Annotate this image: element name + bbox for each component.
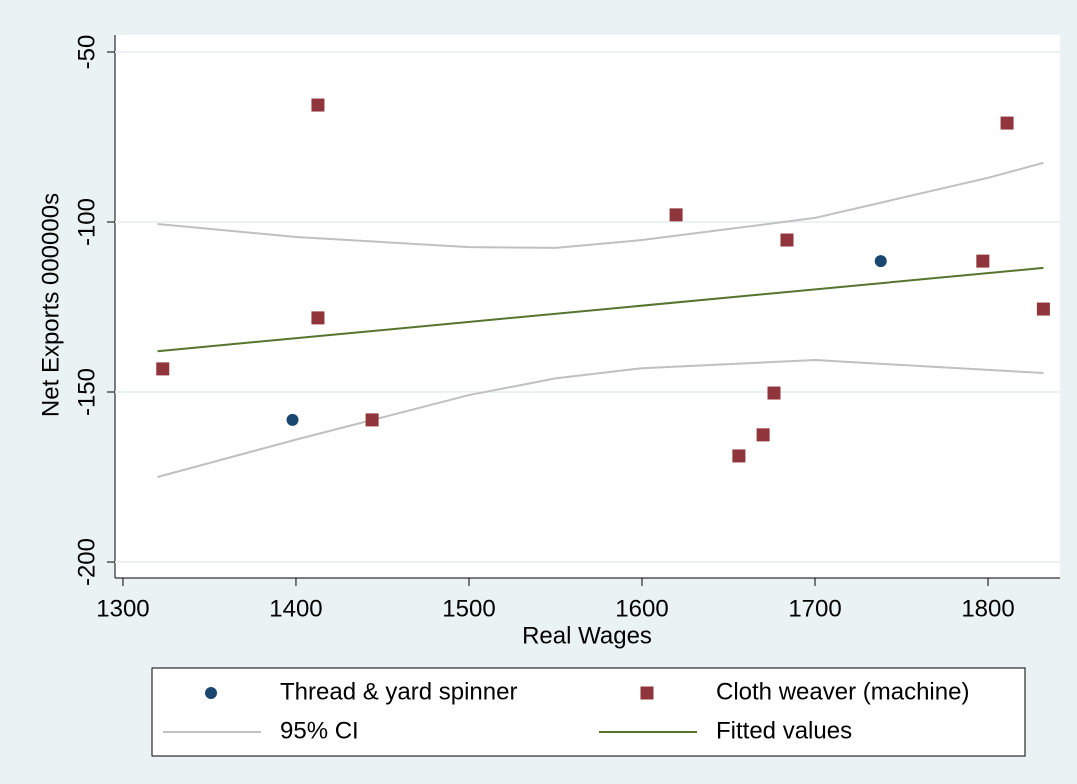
point (156, 362, 170, 376)
point (767, 386, 781, 400)
y-tick-label: -100 (73, 198, 100, 246)
y-tick-label: -50 (73, 35, 100, 70)
ci-lower (157, 359, 1044, 478)
legend-label: Fitted values (716, 717, 852, 744)
legend-label: Cloth weaver (machine) (716, 678, 969, 705)
point (756, 428, 770, 442)
point (311, 311, 325, 325)
point (780, 233, 794, 247)
legend-label: Thread & yard spinner (280, 678, 517, 705)
point (669, 208, 683, 222)
ci-upper (157, 161, 1044, 249)
point (732, 449, 746, 463)
plot-area (115, 35, 1060, 578)
legend (151, 667, 1026, 757)
point (976, 254, 990, 268)
point (311, 98, 325, 112)
point (365, 413, 379, 427)
x-tick-label: 1600 (615, 595, 668, 622)
x-tick-label: 1800 (961, 595, 1014, 622)
legend-marker (640, 686, 654, 700)
legend-label: 95% CI (280, 717, 359, 744)
x-tick-label: 1700 (788, 595, 841, 622)
point (286, 413, 299, 426)
y-tick-label: -150 (73, 368, 100, 416)
x-tick-label: 1500 (442, 595, 495, 622)
x-tick-label: 1300 (96, 595, 149, 622)
fitted-line (157, 266, 1044, 353)
point (874, 255, 887, 268)
x-axis-label: Real Wages (522, 622, 652, 649)
legend-marker (205, 687, 217, 699)
point (1000, 116, 1014, 130)
y-axis-label: Net Exports 000000s (37, 193, 64, 417)
point (1036, 302, 1050, 316)
x-tick-label: 1400 (269, 595, 322, 622)
y-tick-label: -200 (73, 538, 100, 586)
